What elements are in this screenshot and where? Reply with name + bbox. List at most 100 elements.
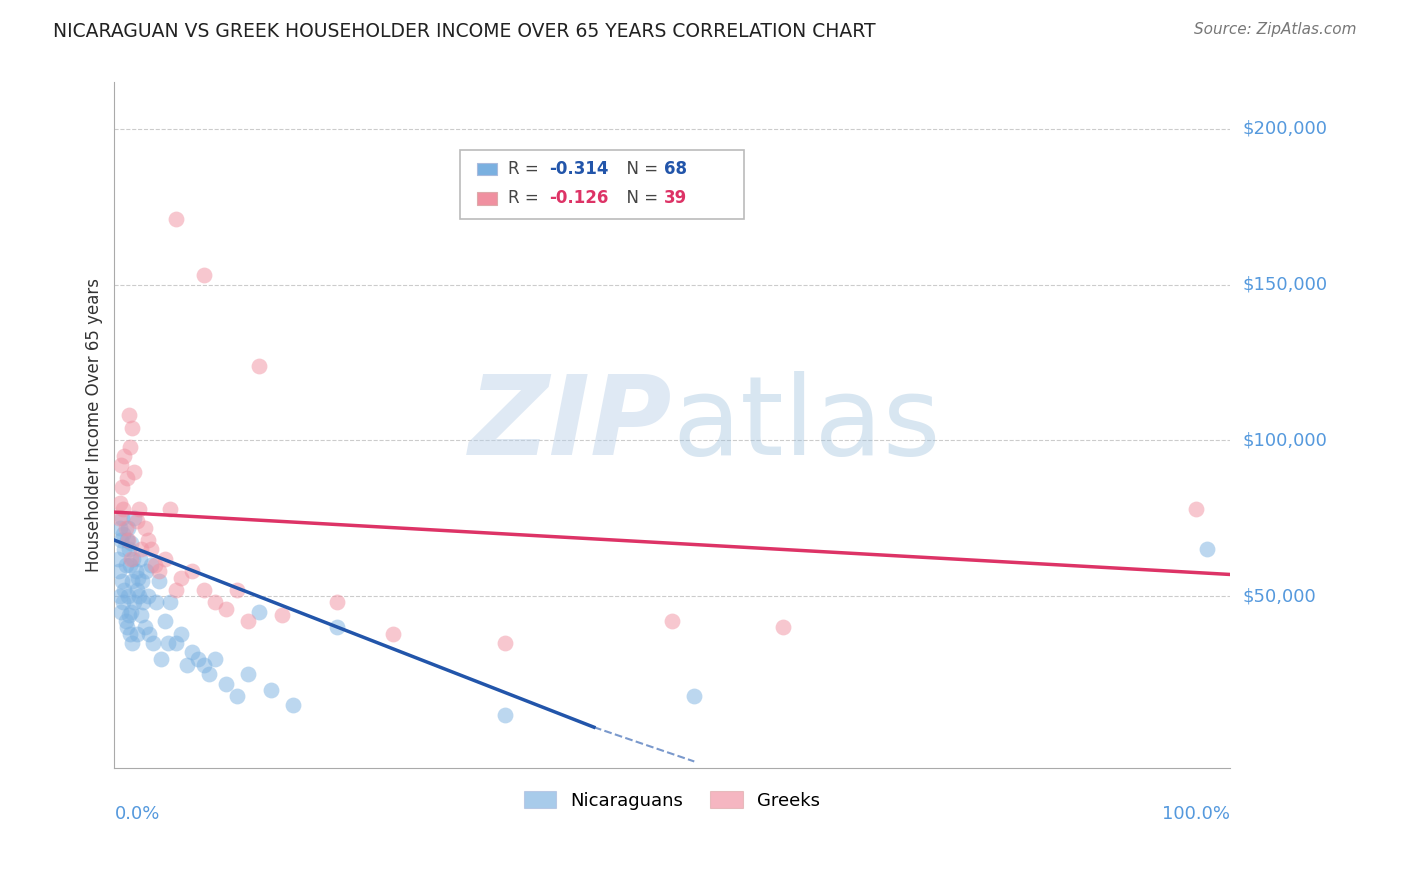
Point <box>148 564 170 578</box>
Text: 0.0%: 0.0% <box>114 805 160 823</box>
Point <box>125 626 148 640</box>
Point <box>129 542 152 557</box>
Point <box>159 595 181 609</box>
Point <box>121 636 143 650</box>
Text: R =: R = <box>508 160 544 178</box>
Point <box>125 582 148 597</box>
Point <box>247 605 270 619</box>
Point <box>683 689 706 703</box>
Text: 68: 68 <box>664 160 688 178</box>
Point <box>494 636 516 650</box>
Point <box>131 574 153 588</box>
Point <box>127 570 149 584</box>
Point <box>118 409 141 423</box>
Text: 100.0%: 100.0% <box>1161 805 1229 823</box>
Point <box>114 542 136 557</box>
Point <box>165 582 187 597</box>
Point <box>226 582 249 597</box>
Point <box>115 471 138 485</box>
Point <box>114 614 136 628</box>
Point <box>110 458 132 473</box>
Point <box>121 574 143 588</box>
Point <box>159 502 181 516</box>
Point <box>238 614 260 628</box>
Point <box>114 582 136 597</box>
Point <box>114 558 136 572</box>
Point <box>153 552 176 566</box>
Point <box>115 533 138 548</box>
Point <box>193 268 215 282</box>
Point <box>226 689 249 703</box>
Point <box>117 589 139 603</box>
Point <box>118 440 141 454</box>
Point <box>132 595 155 609</box>
Point <box>124 595 146 609</box>
Point <box>110 533 132 548</box>
Point <box>128 502 150 516</box>
Point <box>108 521 131 535</box>
Point <box>153 614 176 628</box>
Point <box>112 527 135 541</box>
Point <box>107 552 129 566</box>
Point <box>121 421 143 435</box>
Point <box>118 558 141 572</box>
Point <box>112 502 135 516</box>
Point <box>108 589 131 603</box>
Point <box>129 607 152 622</box>
Point <box>150 651 173 665</box>
Text: $50,000: $50,000 <box>1243 587 1316 606</box>
Point <box>129 552 152 566</box>
Point <box>117 521 139 535</box>
Point <box>170 570 193 584</box>
Text: N =: N = <box>616 160 664 178</box>
Point <box>382 626 405 640</box>
Point <box>145 595 167 609</box>
FancyBboxPatch shape <box>460 151 744 219</box>
Point <box>117 533 139 548</box>
Point <box>118 626 141 640</box>
Text: R =: R = <box>508 189 544 208</box>
FancyBboxPatch shape <box>477 163 496 175</box>
Point <box>215 676 238 690</box>
Point <box>259 682 281 697</box>
Point <box>326 620 349 634</box>
Point <box>124 465 146 479</box>
Point <box>165 636 187 650</box>
Point <box>111 480 134 494</box>
Point <box>247 359 270 373</box>
Point <box>120 552 142 566</box>
Text: N =: N = <box>616 189 664 208</box>
Point <box>165 212 187 227</box>
Point <box>198 667 221 681</box>
Point <box>118 542 141 557</box>
Point <box>134 620 156 634</box>
Text: $200,000: $200,000 <box>1243 120 1327 137</box>
Point <box>772 620 794 634</box>
Point <box>108 511 131 525</box>
Point <box>120 536 142 550</box>
Point <box>181 564 204 578</box>
Text: atlas: atlas <box>672 371 941 478</box>
Point <box>281 698 304 713</box>
Point <box>215 601 238 615</box>
Text: -0.314: -0.314 <box>550 160 609 178</box>
Text: $150,000: $150,000 <box>1243 276 1329 293</box>
Point <box>135 564 157 578</box>
Point <box>136 589 159 603</box>
Point <box>125 515 148 529</box>
Point <box>110 605 132 619</box>
Point <box>128 589 150 603</box>
Point <box>193 657 215 672</box>
Point <box>112 595 135 609</box>
Point <box>1185 502 1208 516</box>
Point <box>148 574 170 588</box>
Point <box>170 626 193 640</box>
Point <box>111 574 134 588</box>
Point <box>204 651 226 665</box>
Point <box>108 564 131 578</box>
Point <box>108 496 131 510</box>
Point <box>115 620 138 634</box>
Point <box>1197 542 1219 557</box>
Point <box>270 607 292 622</box>
Legend: Nicaraguans, Greeks: Nicaraguans, Greeks <box>516 784 828 817</box>
